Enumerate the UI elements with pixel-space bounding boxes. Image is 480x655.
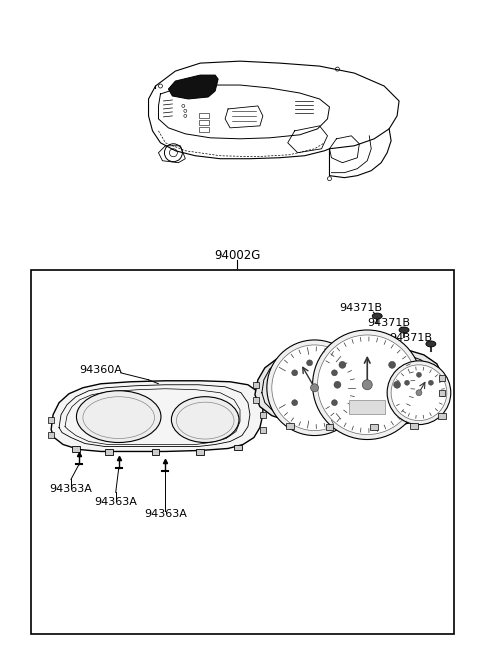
Bar xyxy=(253,382,259,388)
Circle shape xyxy=(339,362,346,368)
Circle shape xyxy=(292,400,298,405)
Bar xyxy=(325,424,334,430)
Circle shape xyxy=(311,384,319,392)
Ellipse shape xyxy=(426,341,436,347)
Bar xyxy=(370,424,378,430)
Circle shape xyxy=(416,390,422,396)
Bar xyxy=(439,390,445,396)
Polygon shape xyxy=(255,347,443,426)
Text: 94371B: 94371B xyxy=(339,303,383,313)
Bar xyxy=(199,127,209,132)
Bar xyxy=(438,413,446,419)
Bar xyxy=(152,449,159,455)
Polygon shape xyxy=(51,381,263,451)
Circle shape xyxy=(387,361,451,424)
Circle shape xyxy=(312,330,422,440)
Text: 94363A: 94363A xyxy=(49,484,93,495)
Bar xyxy=(349,400,385,414)
Bar xyxy=(253,397,259,403)
Text: 94360A: 94360A xyxy=(79,365,122,375)
Text: 94002G: 94002G xyxy=(214,249,260,262)
Text: 94371B: 94371B xyxy=(367,318,410,328)
Circle shape xyxy=(405,381,409,385)
Bar xyxy=(199,120,209,125)
Bar xyxy=(286,422,294,428)
Circle shape xyxy=(429,381,433,385)
Bar xyxy=(48,417,54,422)
Text: 94371B: 94371B xyxy=(389,333,432,343)
Circle shape xyxy=(391,365,447,421)
Bar xyxy=(199,113,209,118)
Circle shape xyxy=(307,360,312,366)
Bar xyxy=(31,271,454,633)
Circle shape xyxy=(334,381,341,388)
Circle shape xyxy=(362,380,372,390)
Bar xyxy=(260,411,266,418)
Circle shape xyxy=(292,370,298,376)
Circle shape xyxy=(417,372,421,377)
Circle shape xyxy=(394,381,401,388)
Text: 94363A: 94363A xyxy=(144,509,187,519)
Circle shape xyxy=(272,345,357,430)
Circle shape xyxy=(332,400,337,405)
Circle shape xyxy=(318,335,417,434)
Bar xyxy=(439,375,445,381)
Bar xyxy=(234,445,242,451)
Circle shape xyxy=(332,370,337,376)
Ellipse shape xyxy=(76,391,161,443)
Bar xyxy=(48,432,54,438)
Text: 94363A: 94363A xyxy=(94,497,137,507)
Ellipse shape xyxy=(171,397,239,443)
Polygon shape xyxy=(168,75,218,99)
Circle shape xyxy=(389,362,396,368)
Bar xyxy=(72,447,80,453)
Polygon shape xyxy=(268,352,423,422)
Circle shape xyxy=(267,340,362,436)
Ellipse shape xyxy=(399,327,409,333)
Bar xyxy=(260,426,266,432)
Bar xyxy=(196,449,204,455)
Bar xyxy=(410,422,418,428)
Bar xyxy=(105,449,113,455)
Ellipse shape xyxy=(372,313,382,319)
